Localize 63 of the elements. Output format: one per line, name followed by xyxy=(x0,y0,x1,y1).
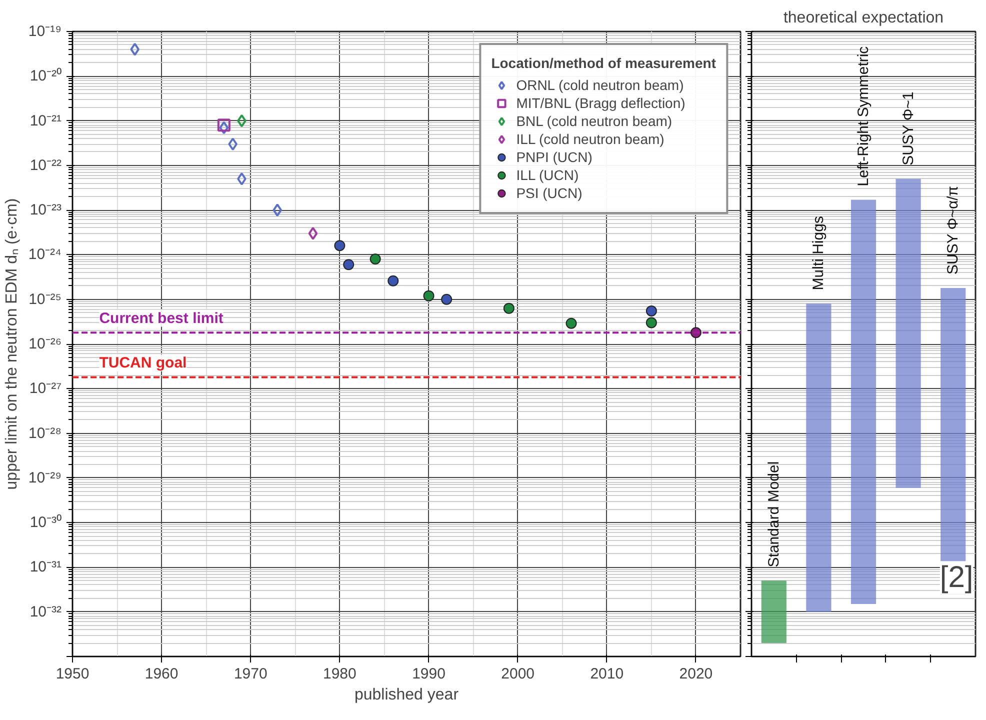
y-tick-label: 10⁻²⁴ xyxy=(28,246,62,264)
bar xyxy=(850,200,876,604)
point xyxy=(503,302,514,314)
point xyxy=(566,318,577,329)
x-tick-label: 2000 xyxy=(501,666,535,682)
y-tick-label: 10⁻¹⁹ xyxy=(28,23,62,40)
x-axis-title: published year xyxy=(354,686,460,704)
ref-line-label: Current best limit xyxy=(99,310,224,327)
chart-title: theoretical expectation xyxy=(783,10,944,26)
y-tick-label: 10⁻³² xyxy=(30,603,62,620)
point xyxy=(237,114,246,128)
y-tick-label: 10⁻²⁶ xyxy=(28,336,62,352)
bar xyxy=(896,178,921,488)
x-tick-label: 1980 xyxy=(323,666,356,682)
y-tick-label: 10⁻²¹ xyxy=(30,112,62,130)
bar xyxy=(806,304,832,612)
point xyxy=(272,204,282,217)
bar xyxy=(761,580,786,644)
y-tick-label: 10⁻³⁰ xyxy=(30,514,62,532)
point xyxy=(646,317,657,328)
legend-label: BNL (cold neutron beam) xyxy=(516,112,672,130)
x-tick-label: 1950 xyxy=(56,666,90,682)
x-tick-label: 1970 xyxy=(234,666,268,682)
annotation: [2] xyxy=(940,561,974,594)
y-axis-title: upper limit on the neutron EDM dₙ (e·cm) xyxy=(3,198,20,490)
legend-label: MIT/BNL (Bragg deflection) xyxy=(516,94,686,112)
y-tick-label: 10⁻²⁰ xyxy=(30,68,62,85)
point xyxy=(228,138,238,151)
point xyxy=(646,305,657,316)
point xyxy=(130,42,140,56)
x-tick-label: SUSY Φ~α/π xyxy=(944,186,962,275)
point xyxy=(237,172,246,186)
x-tick-label: 2010 xyxy=(590,666,624,682)
point xyxy=(441,294,452,305)
y-tick-label: 10⁻²⁸ xyxy=(28,424,62,442)
y-tick-label: 10⁻³¹ xyxy=(30,558,62,576)
point xyxy=(219,121,229,134)
point xyxy=(388,275,399,286)
legend-label: PNPI (UCN) xyxy=(516,148,592,166)
y-tick-label: 10⁻²³ xyxy=(30,202,62,219)
y-tick-label: 10⁻²⁵ xyxy=(28,290,62,308)
point xyxy=(217,118,230,132)
point xyxy=(343,259,354,270)
legend-label: ILL (UCN) xyxy=(516,166,579,184)
legend-title: Location/method of measurement xyxy=(491,55,716,71)
point xyxy=(423,290,434,302)
x-tick-label: Multi Higgs xyxy=(810,216,828,290)
legend-label: ILL (cold neutron beam) xyxy=(516,130,664,148)
point xyxy=(370,254,381,265)
x-tick-label: Left-Right Symmetric xyxy=(855,46,872,186)
y-tick-label: 10⁻²⁷ xyxy=(29,380,62,398)
point xyxy=(308,226,318,240)
y-tick-label: 10⁻²⁹ xyxy=(28,469,62,486)
x-tick-label: Standard Model xyxy=(765,461,782,568)
y-tick-label: 10⁻²² xyxy=(30,156,62,174)
legend-label: ORNL (cold neutron beam) xyxy=(516,76,684,94)
legend-label: PSI (UCN) xyxy=(516,184,582,202)
ref-line-label: TUCAN goal xyxy=(99,354,187,372)
x-tick-label: 1960 xyxy=(144,666,178,682)
x-tick-label: 2020 xyxy=(679,666,713,682)
x-tick-label: 1990 xyxy=(412,666,446,682)
x-tick-label: SUSY Φ~1 xyxy=(900,92,917,166)
point xyxy=(334,240,346,252)
